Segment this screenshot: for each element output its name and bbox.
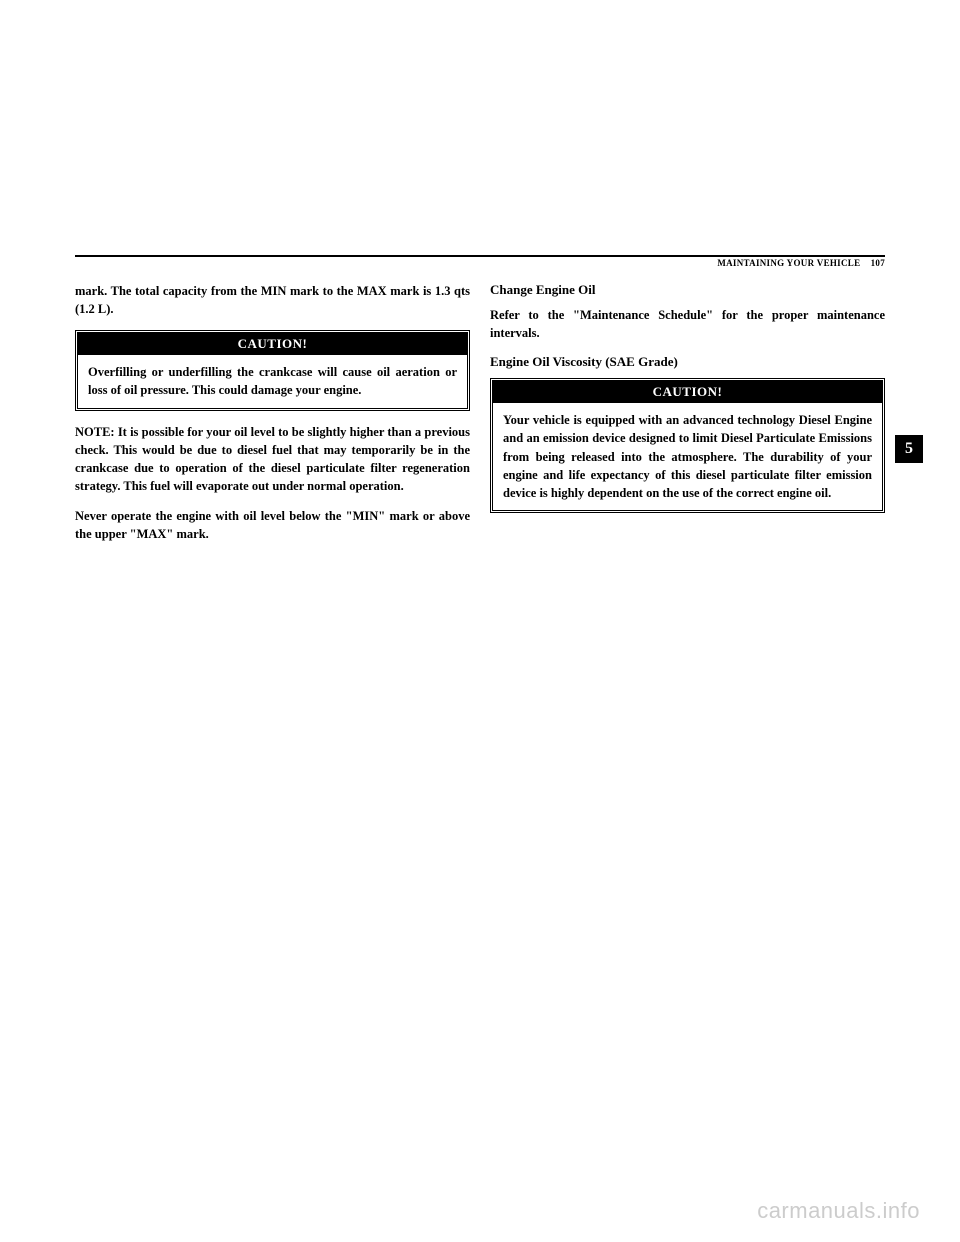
caution-body: Your vehicle is equipped with an advance… [493, 403, 882, 510]
heading-change-oil: Change Engine Oil [490, 282, 885, 298]
caution-label: CAUTION! [493, 381, 882, 403]
page-number: 107 [871, 258, 885, 268]
section-tab: 5 [895, 435, 923, 463]
page-content: MAINTAINING YOUR VEHICLE 107 5 mark. The… [75, 270, 885, 555]
left-column: mark. The total capacity from the MIN ma… [75, 282, 470, 555]
heading-viscosity: Engine Oil Viscosity (SAE Grade) [490, 354, 885, 370]
section-label: MAINTAINING YOUR VEHICLE [717, 258, 860, 268]
never-paragraph: Never operate the engine with oil level … [75, 507, 470, 543]
note-paragraph: NOTE: It is possible for your oil level … [75, 423, 470, 496]
page-header: MAINTAINING YOUR VEHICLE 107 [717, 258, 885, 268]
caution-label: CAUTION! [78, 333, 467, 355]
caution-box-1: CAUTION! Overfilling or underfilling the… [75, 330, 470, 410]
maintenance-para: Refer to the "Maintenance Schedule" for … [490, 306, 885, 342]
intro-paragraph: mark. The total capacity from the MIN ma… [75, 282, 470, 318]
right-column: Change Engine Oil Refer to the "Maintena… [490, 282, 885, 555]
two-column-layout: mark. The total capacity from the MIN ma… [75, 270, 885, 555]
header-rule [75, 255, 885, 257]
caution-box-2: CAUTION! Your vehicle is equipped with a… [490, 378, 885, 513]
watermark: carmanuals.info [757, 1198, 920, 1224]
caution-body: Overfilling or underfilling the crankcas… [78, 355, 467, 407]
